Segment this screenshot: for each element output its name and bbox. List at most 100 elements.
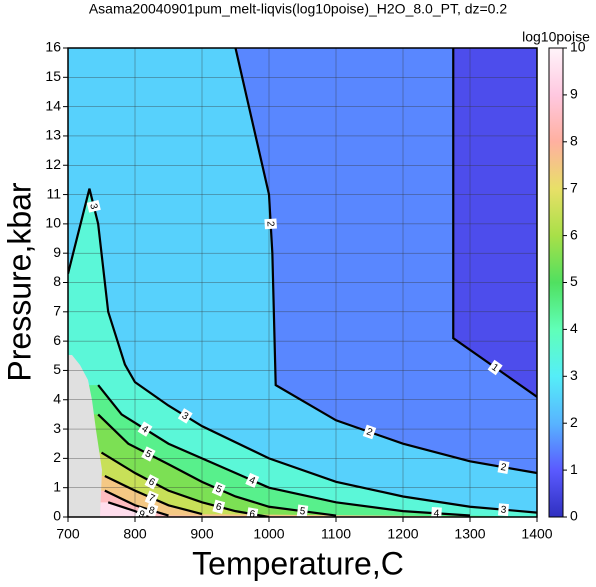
contour-label: 3 bbox=[180, 410, 191, 423]
y-tick-label: 0 bbox=[53, 508, 61, 524]
contour-label: 2 bbox=[264, 221, 275, 228]
contour-band bbox=[68, 452, 537, 517]
contour-label-group: 5 bbox=[211, 481, 226, 497]
colorbar-tick-label: 5 bbox=[570, 273, 578, 289]
x-tick-label: 1200 bbox=[387, 526, 418, 542]
contour-label: 8 bbox=[147, 505, 156, 517]
y-tick-label: 5 bbox=[53, 361, 61, 377]
contour-band bbox=[68, 414, 537, 517]
colorbar-tick-label: 3 bbox=[570, 367, 578, 383]
contour-band bbox=[68, 188, 537, 517]
contour-label: 6 bbox=[215, 501, 224, 513]
contour-label-group: 3 bbox=[177, 408, 193, 424]
colorbar-tick-label: 8 bbox=[570, 133, 578, 149]
contour-label-box bbox=[212, 499, 226, 514]
contour-label-group: 6 bbox=[144, 474, 159, 490]
colorbar-tick-label: 10 bbox=[570, 39, 586, 55]
colorbar-tick-label: 2 bbox=[570, 414, 578, 430]
y-tick-label: 16 bbox=[45, 39, 61, 55]
contour-line bbox=[104, 489, 169, 517]
contour-label-box bbox=[141, 446, 156, 462]
contour-label-group: 8 bbox=[145, 503, 159, 517]
y-tick-label: 13 bbox=[45, 127, 61, 143]
y-tick-label: 8 bbox=[53, 273, 61, 289]
contour-label-box bbox=[177, 408, 193, 424]
y-tick-label: 15 bbox=[45, 68, 61, 84]
x-tick-label: 1100 bbox=[321, 526, 351, 542]
contour-label-box bbox=[145, 503, 159, 517]
contour-line bbox=[97, 413, 337, 517]
contour-label-group: 2 bbox=[362, 424, 377, 440]
contour-label-box bbox=[487, 359, 503, 376]
contour-label-box bbox=[144, 474, 159, 490]
contour-label: 5 bbox=[214, 484, 224, 496]
contour-band bbox=[68, 502, 537, 517]
contour-label: 6 bbox=[248, 509, 256, 521]
contour-label-box bbox=[296, 504, 309, 517]
x-tick-label: 700 bbox=[56, 526, 80, 542]
y-tick-label: 3 bbox=[53, 420, 61, 436]
contour-label-box bbox=[497, 503, 510, 517]
no-data-region bbox=[68, 355, 102, 517]
contour-label-group: 4 bbox=[431, 507, 442, 517]
contour-label: 2 bbox=[365, 426, 374, 438]
y-tick-label: 12 bbox=[45, 156, 61, 172]
contour-label: 4 bbox=[139, 423, 150, 436]
x-axis-label: Temperature,C bbox=[192, 545, 404, 581]
y-tick-label: 7 bbox=[53, 303, 61, 319]
y-tick-label: 11 bbox=[46, 185, 61, 201]
plot-area: 1 2 2 2 3 3 3 4 4 4 5 5 5 6 6 6 789 bbox=[68, 48, 537, 521]
contour-label-box bbox=[245, 472, 260, 488]
contour-label-box bbox=[497, 460, 510, 474]
contour-line bbox=[234, 48, 537, 475]
x-tick-label: 1000 bbox=[253, 526, 284, 542]
colorbar-tick-label: 7 bbox=[570, 179, 578, 195]
contour-label-group: 2 bbox=[264, 218, 277, 230]
contour-label-group: 6 bbox=[246, 507, 259, 521]
contour-label-group: 2 bbox=[497, 460, 510, 474]
contour-label-group: 6 bbox=[212, 499, 226, 514]
contour-label-group: 3 bbox=[86, 199, 101, 213]
contour-line bbox=[68, 188, 537, 514]
contour-label-group: 3 bbox=[497, 503, 510, 517]
contour-label: 6 bbox=[146, 476, 156, 489]
contour-line bbox=[100, 451, 270, 517]
contour-label-box bbox=[144, 490, 159, 506]
colorbar-tick-label: 0 bbox=[570, 508, 578, 524]
contour-label-box bbox=[264, 218, 277, 230]
y-tick-label: 14 bbox=[45, 97, 61, 113]
y-tick-label: 10 bbox=[45, 215, 61, 231]
contour-label-group: 4 bbox=[137, 421, 153, 437]
contour-label-box bbox=[86, 199, 101, 213]
contour-label-box bbox=[246, 507, 259, 517]
contour-label-group: 9 bbox=[134, 506, 149, 521]
y-axis-label: Pressure,kbar bbox=[1, 182, 37, 382]
colorbar-tick-label: 4 bbox=[570, 320, 578, 336]
contour-label-group: 1 bbox=[487, 359, 503, 376]
contour-label: 9 bbox=[137, 509, 147, 521]
contour-label: 5 bbox=[299, 506, 306, 518]
contour-line bbox=[97, 384, 471, 517]
contour-label-box bbox=[211, 481, 226, 497]
y-tick-label: 2 bbox=[53, 449, 61, 465]
colorbar-label: log10poise bbox=[522, 29, 590, 45]
y-tick-label: 9 bbox=[53, 244, 61, 260]
contour-label: 5 bbox=[143, 448, 153, 461]
colorbar-tick-label: 1 bbox=[570, 461, 578, 477]
colorbar bbox=[548, 47, 564, 518]
contour-label: 7 bbox=[147, 492, 157, 504]
colorbar-tick-label: 6 bbox=[570, 226, 578, 242]
y-tick-label: 1 bbox=[53, 478, 61, 494]
contour-label-group: 4 bbox=[245, 472, 260, 488]
x-tick-label: 1400 bbox=[521, 526, 552, 542]
x-tick-label: 900 bbox=[190, 526, 214, 542]
contour-label: 3 bbox=[500, 505, 507, 516]
contour-label: 4 bbox=[247, 475, 257, 487]
y-tick-label: 4 bbox=[53, 390, 61, 406]
x-tick-label: 1300 bbox=[454, 526, 485, 542]
chart-title: Asama20040901pum_melt-liqvis(log10poise)… bbox=[89, 1, 508, 17]
contour-label-group: 7 bbox=[144, 490, 159, 506]
colorbar-tick-label: 9 bbox=[570, 86, 578, 102]
x-tick-label: 800 bbox=[123, 526, 147, 542]
